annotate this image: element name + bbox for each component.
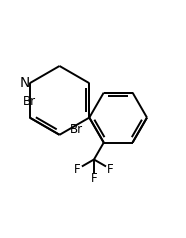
Text: F: F	[74, 163, 81, 176]
Text: Br: Br	[70, 123, 83, 136]
Text: Br: Br	[23, 95, 36, 108]
Text: F: F	[91, 172, 97, 185]
Text: F: F	[107, 163, 114, 176]
Text: N: N	[20, 76, 30, 90]
